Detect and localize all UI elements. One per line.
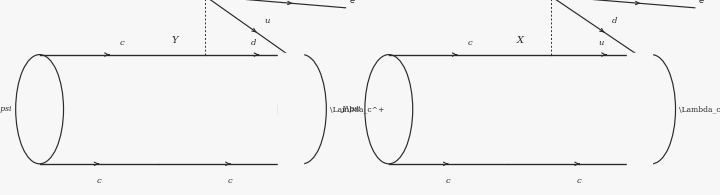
Bar	[278, 53, 303, 166]
Text: $e^-$: $e^-$	[698, 0, 711, 6]
Text: \Lambda_c^+: \Lambda_c^+	[330, 105, 384, 113]
Text: \Lambda_c^+: \Lambda_c^+	[679, 105, 720, 113]
Text: J/\psi: J/\psi	[0, 105, 12, 113]
Text: u: u	[265, 17, 270, 26]
Text: d: d	[251, 39, 256, 47]
Text: J/\psi: J/\psi	[342, 105, 361, 113]
Text: d: d	[612, 17, 617, 26]
Bar	[627, 53, 652, 166]
Text: c: c	[120, 39, 125, 47]
Text: u: u	[598, 39, 604, 47]
Text: X: X	[516, 36, 523, 45]
Text: Y: Y	[171, 36, 178, 45]
Text: $e^-$: $e^-$	[349, 0, 362, 6]
Text: c: c	[228, 177, 233, 185]
Text: c: c	[467, 39, 472, 47]
Text: c: c	[446, 177, 450, 185]
Text: c: c	[96, 177, 101, 185]
Text: c: c	[577, 177, 582, 185]
